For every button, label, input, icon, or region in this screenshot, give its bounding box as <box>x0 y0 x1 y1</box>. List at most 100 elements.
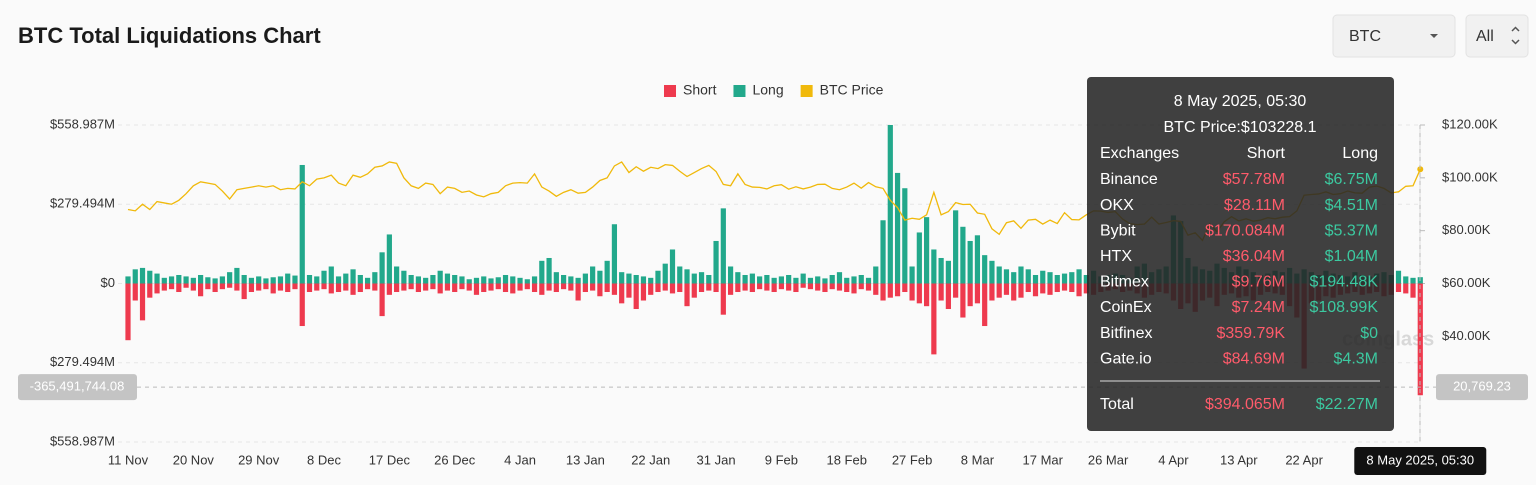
bar <box>662 283 668 291</box>
bar <box>1040 270 1046 284</box>
bar <box>1403 283 1409 294</box>
bar <box>894 283 901 297</box>
bar <box>183 283 189 288</box>
bar <box>982 283 988 327</box>
bar <box>241 283 247 300</box>
bar <box>800 283 806 288</box>
bar <box>706 283 712 291</box>
tooltip-cell: Bitmex <box>1100 274 1149 291</box>
bar <box>517 283 523 291</box>
bar <box>452 274 458 284</box>
bar <box>1410 283 1416 298</box>
bar <box>350 283 356 295</box>
bar <box>713 283 719 293</box>
bar <box>263 283 269 290</box>
tooltip-header: Long <box>1342 145 1378 162</box>
range-select-label[interactable]: All <box>1476 28 1494 45</box>
bar <box>960 226 966 284</box>
bar <box>989 260 995 284</box>
bar <box>314 276 320 284</box>
x-tick-label: 22 Jan <box>631 452 670 467</box>
bar <box>205 277 211 284</box>
bar <box>829 274 835 284</box>
bar <box>277 283 284 291</box>
bar <box>408 274 414 284</box>
tooltip-total: $394.065M <box>1205 396 1285 413</box>
bar <box>873 283 879 295</box>
bar <box>190 283 196 291</box>
tooltip-cell: Gate.io <box>1100 350 1152 367</box>
bar <box>198 274 204 284</box>
bar <box>938 283 944 301</box>
bar <box>640 276 647 284</box>
coin-select-label[interactable]: BTC <box>1349 28 1381 45</box>
range-select[interactable] <box>1465 14 1529 58</box>
tooltip-cell: HTX <box>1100 248 1132 265</box>
bar <box>967 283 973 307</box>
crosshair-x-label: 8 May 2025, 05:30 <box>1366 452 1474 467</box>
bar <box>931 283 937 355</box>
bar <box>531 276 538 284</box>
tooltip-cell: Bitfinex <box>1100 325 1152 342</box>
bar <box>880 283 886 301</box>
bar <box>938 257 944 284</box>
bar <box>684 269 690 284</box>
tooltip-cell: CoinEx <box>1100 299 1152 316</box>
bar <box>357 283 363 293</box>
bar <box>590 283 596 291</box>
bar <box>430 274 436 284</box>
bar <box>386 283 392 295</box>
bar <box>916 232 922 284</box>
y-tick-label: $558.987M <box>50 116 115 131</box>
bar <box>662 263 668 284</box>
bar <box>677 283 683 293</box>
bar <box>626 273 632 284</box>
bar <box>1076 283 1082 297</box>
price-point <box>1417 166 1424 173</box>
bar <box>953 283 959 298</box>
bar <box>844 277 850 284</box>
bar <box>706 274 712 284</box>
bar <box>248 277 255 284</box>
tooltip-cell: OKX <box>1100 197 1134 214</box>
bar <box>444 283 451 291</box>
bar <box>873 266 879 284</box>
bar <box>168 283 175 290</box>
bar <box>568 276 574 284</box>
bar <box>1403 276 1409 284</box>
bar <box>1054 274 1060 284</box>
x-tick-label: 31 Jan <box>697 452 736 467</box>
bar <box>633 283 639 310</box>
tooltip-cell: $194.48K <box>1309 274 1378 291</box>
x-tick-label: 18 Feb <box>826 452 866 467</box>
bar <box>742 283 748 291</box>
bar <box>989 283 995 301</box>
bar <box>858 274 864 284</box>
tooltip-cell: $36.04M <box>1223 248 1285 265</box>
bar <box>430 283 436 290</box>
x-tick-label: 29 Nov <box>238 452 280 467</box>
coin-select[interactable] <box>1332 14 1456 58</box>
y2-tick-label: $60.00K <box>1442 275 1491 290</box>
bar <box>735 272 741 284</box>
bar <box>176 283 182 293</box>
tooltip-cell: $7.24M <box>1232 299 1285 316</box>
tooltip-cell: $170.084M <box>1205 222 1285 239</box>
bar <box>757 276 763 284</box>
bar <box>1047 283 1053 295</box>
tooltip-cell: $4.51M <box>1325 197 1378 214</box>
bar <box>902 283 908 293</box>
bar <box>960 283 966 318</box>
y2-tick-label: $120.00K <box>1442 116 1498 131</box>
bar <box>844 283 850 293</box>
legend-swatch <box>664 85 676 97</box>
bar <box>713 240 719 284</box>
bar <box>423 277 429 284</box>
bar <box>502 274 509 284</box>
x-tick-label: 17 Mar <box>1023 452 1064 467</box>
tooltip-header: Short <box>1247 145 1286 162</box>
bar <box>1395 283 1402 293</box>
bar <box>219 283 225 290</box>
legend-swatch <box>733 85 746 97</box>
